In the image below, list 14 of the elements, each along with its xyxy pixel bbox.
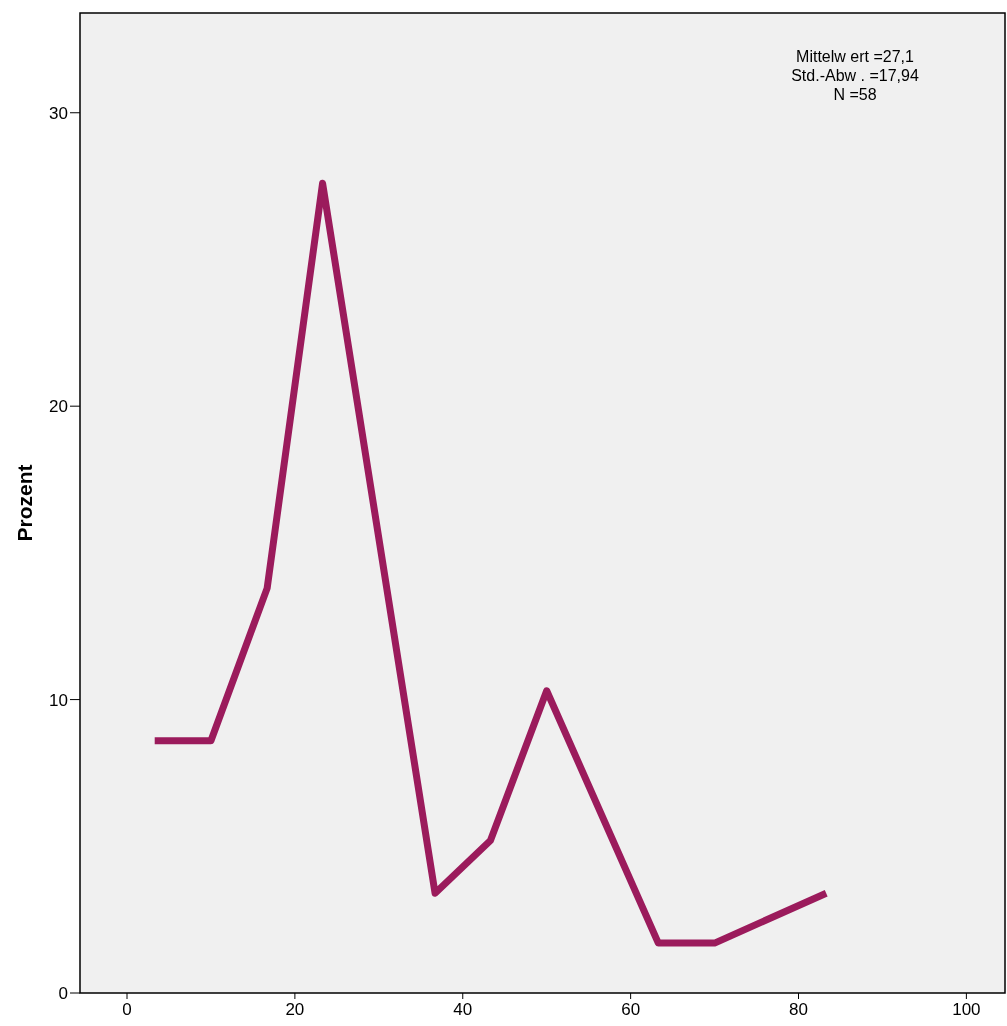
annotation: Std.-Abw . =17,94 (791, 67, 919, 84)
x-tick-label: 80 (789, 1000, 808, 1019)
y-tick-label: 20 (49, 397, 68, 417)
x-tick-label: 40 (453, 1000, 473, 1019)
y-axis-title: Prozent (13, 464, 36, 542)
y-tick-label: 30 (49, 103, 68, 123)
x-tick-label: 60 (621, 1000, 641, 1019)
annotation: N =58 (833, 86, 877, 103)
x-tick-label: 20 (285, 1000, 305, 1019)
y-tick-label: 10 (49, 690, 68, 710)
x-tick-label: 0 (122, 1000, 132, 1019)
x-tick-label: 100 (952, 1000, 981, 1019)
y-tick-label: 0 (58, 984, 68, 1003)
annotation: Mittelw ert =27,1 (796, 48, 915, 65)
